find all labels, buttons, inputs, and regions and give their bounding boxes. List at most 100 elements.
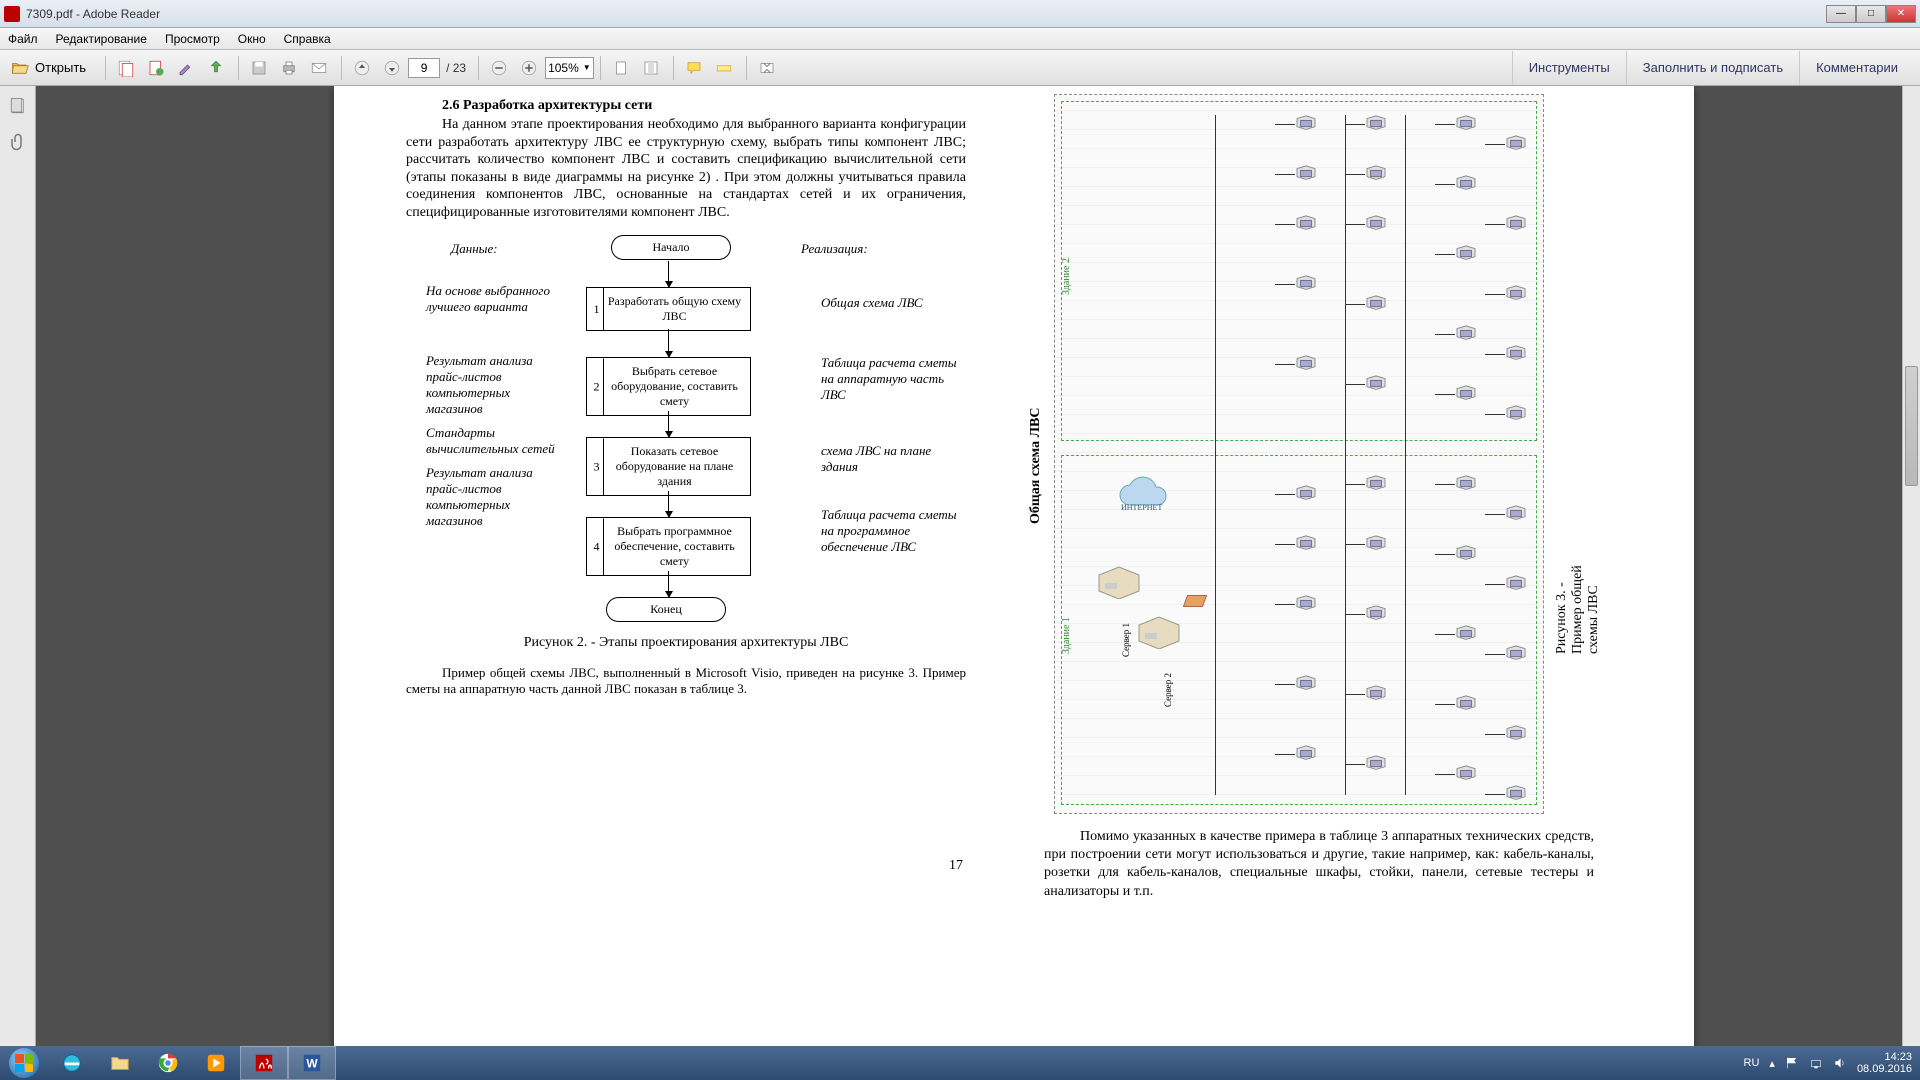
workstation-icon <box>1295 485 1317 503</box>
step-number: 4 <box>590 518 604 575</box>
workstation-icon <box>1365 215 1387 233</box>
taskbar-adobe-reader[interactable] <box>240 1046 288 1080</box>
net-connector <box>1275 224 1295 225</box>
comment-button[interactable] <box>680 55 708 81</box>
menu-help[interactable]: Справка <box>284 32 331 46</box>
internet-cloud: ИНТЕРНЕТ <box>1115 475 1175 515</box>
workstation-icon <box>1295 215 1317 233</box>
step-4-left: Результат анализа прайс-листов компьютер… <box>426 465 556 529</box>
net-connector <box>1275 604 1295 605</box>
net-connector <box>1485 794 1505 795</box>
step-number: 2 <box>590 358 604 415</box>
network-diagram: Здание 2 Здание 1 ИНТЕРНЕТ Серв <box>1054 94 1544 814</box>
menu-window[interactable]: Окно <box>238 32 266 46</box>
workstation-icon <box>1365 165 1387 183</box>
fit-width-button[interactable] <box>637 55 665 81</box>
separator <box>746 56 747 80</box>
workstation-icon <box>1505 725 1527 743</box>
workstation-icon <box>1365 475 1387 493</box>
tray-date: 08.09.2016 <box>1857 1063 1912 1075</box>
step-text: Показать сетевое оборудование на плане з… <box>603 444 746 489</box>
attachments-panel-button[interactable] <box>6 130 30 154</box>
tray-flag-icon[interactable] <box>1785 1056 1799 1070</box>
pdf-create-icon <box>147 59 165 77</box>
flowchart-arrow <box>668 411 669 437</box>
window-controls: — □ ✕ <box>1826 5 1916 23</box>
taskbar-explorer[interactable] <box>96 1046 144 1080</box>
close-button[interactable]: ✕ <box>1886 5 1916 23</box>
building-1-label: Здание 1 <box>1061 617 1072 654</box>
workstation-icon <box>1365 605 1387 623</box>
flowchart-figure-2: Данные: Реализация: Начало 1 Разработать… <box>406 235 966 715</box>
workstation-icon <box>1295 355 1317 373</box>
zoom-out-button[interactable] <box>485 55 513 81</box>
taskbar-media[interactable] <box>192 1046 240 1080</box>
tray-language[interactable]: RU <box>1744 1057 1760 1069</box>
tray-network-icon[interactable] <box>1809 1056 1823 1070</box>
step-1-left: На основе выбранного лучшего варианта <box>426 283 556 315</box>
net-connector <box>1345 304 1365 305</box>
zoom-in-button[interactable] <box>515 55 543 81</box>
fill-sign-panel-button[interactable]: Заполнить и подписать <box>1626 51 1799 85</box>
create-pdf-button[interactable] <box>142 55 170 81</box>
start-button[interactable] <box>0 1046 48 1080</box>
net-backbone <box>1345 115 1346 795</box>
net-connector <box>1435 484 1455 485</box>
server-1-icon <box>1095 565 1143 599</box>
tools-panel-button[interactable]: Инструменты <box>1512 51 1626 85</box>
share-button[interactable] <box>202 55 230 81</box>
net-connector <box>1435 774 1455 775</box>
workstation-icon <box>1455 475 1477 493</box>
email-button[interactable] <box>305 55 333 81</box>
minimize-button[interactable]: — <box>1826 5 1856 23</box>
net-connector <box>1345 764 1365 765</box>
read-mode-button[interactable] <box>753 55 781 81</box>
step-text: Выбрать программное обеспечение, состави… <box>603 524 746 569</box>
page-number-input[interactable] <box>408 58 440 78</box>
tray-volume-icon[interactable] <box>1833 1056 1847 1070</box>
menu-file[interactable]: Файл <box>8 32 38 46</box>
net-connector <box>1435 334 1455 335</box>
save-button[interactable] <box>245 55 273 81</box>
page-down-button[interactable] <box>378 55 406 81</box>
toolbar: Открыть / 23 105%▼ Инструменты Заполнить… <box>0 50 1920 86</box>
fit-page-button[interactable] <box>607 55 635 81</box>
workstation-icon <box>1365 535 1387 553</box>
menu-view[interactable]: Просмотр <box>165 32 220 46</box>
net-diagram-title-right: Рисунок 3. - Пример общей схемы ЛВС <box>1554 534 1602 654</box>
open-button[interactable]: Открыть <box>6 55 97 81</box>
sign-button[interactable] <box>172 55 200 81</box>
print-button[interactable] <box>275 55 303 81</box>
menu-edit[interactable]: Редактирование <box>56 32 147 46</box>
tray-show-hidden-icon[interactable]: ▴ <box>1769 1057 1775 1070</box>
zoom-select[interactable]: 105%▼ <box>545 57 594 79</box>
highlight-icon <box>715 59 733 77</box>
net-connector <box>1485 734 1505 735</box>
tray-clock[interactable]: 14:23 08.09.2016 <box>1857 1051 1912 1075</box>
flowchart-step-2: 2 Выбрать сетевое оборудование, составит… <box>586 357 751 416</box>
taskbar-word[interactable]: W <box>288 1046 336 1080</box>
taskbar-ie[interactable] <box>48 1046 96 1080</box>
convert-pdf-button[interactable] <box>112 55 140 81</box>
tray-time: 14:23 <box>1857 1051 1912 1063</box>
thumbnails-panel-button[interactable] <box>6 94 30 118</box>
net-connector <box>1435 704 1455 705</box>
workstation-icon <box>1455 115 1477 133</box>
email-icon <box>310 59 328 77</box>
workstation-icon <box>1295 275 1317 293</box>
document-area: 2.6 Разработка архитектуры сети На данно… <box>36 86 1920 1046</box>
vertical-scrollbar[interactable] <box>1902 86 1920 1046</box>
zoom-value: 105% <box>548 61 579 75</box>
fit-page-icon <box>612 59 630 77</box>
separator <box>341 56 342 80</box>
maximize-button[interactable]: □ <box>1856 5 1886 23</box>
page-up-button[interactable] <box>348 55 376 81</box>
paragraph-right: Помимо указанных в качестве примера в та… <box>1044 828 1594 901</box>
highlight-button[interactable] <box>710 55 738 81</box>
comments-panel-button[interactable]: Комментарии <box>1799 51 1914 85</box>
workstation-icon <box>1455 765 1477 783</box>
workstation-icon <box>1455 385 1477 403</box>
taskbar-chrome[interactable] <box>144 1046 192 1080</box>
adobe-reader-icon <box>253 1052 275 1074</box>
scrollbar-thumb[interactable] <box>1905 366 1918 486</box>
